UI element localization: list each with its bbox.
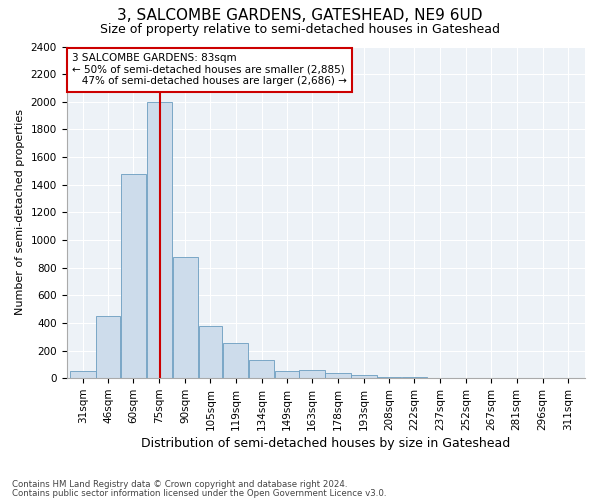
Text: 3, SALCOMBE GARDENS, GATESHEAD, NE9 6UD: 3, SALCOMBE GARDENS, GATESHEAD, NE9 6UD [117, 8, 483, 22]
Bar [223, 343, 248, 378]
Bar [275, 372, 299, 378]
Text: Contains HM Land Registry data © Crown copyright and database right 2024.: Contains HM Land Registry data © Crown c… [12, 480, 347, 489]
Bar [299, 370, 325, 378]
Bar [199, 326, 222, 378]
Bar [70, 372, 95, 378]
Bar [146, 102, 172, 378]
X-axis label: Distribution of semi-detached houses by size in Gateshead: Distribution of semi-detached houses by … [141, 437, 511, 450]
Bar [377, 376, 401, 378]
Bar [401, 377, 427, 378]
Text: 3 SALCOMBE GARDENS: 83sqm
← 50% of semi-detached houses are smaller (2,885)
   4: 3 SALCOMBE GARDENS: 83sqm ← 50% of semi-… [72, 53, 347, 86]
Y-axis label: Number of semi-detached properties: Number of semi-detached properties [15, 110, 25, 316]
Bar [97, 316, 120, 378]
Bar [249, 360, 274, 378]
Bar [173, 256, 198, 378]
Bar [121, 174, 146, 378]
Text: Size of property relative to semi-detached houses in Gateshead: Size of property relative to semi-detach… [100, 22, 500, 36]
Bar [351, 376, 377, 378]
Bar [325, 374, 350, 378]
Text: Contains public sector information licensed under the Open Government Licence v3: Contains public sector information licen… [12, 488, 386, 498]
